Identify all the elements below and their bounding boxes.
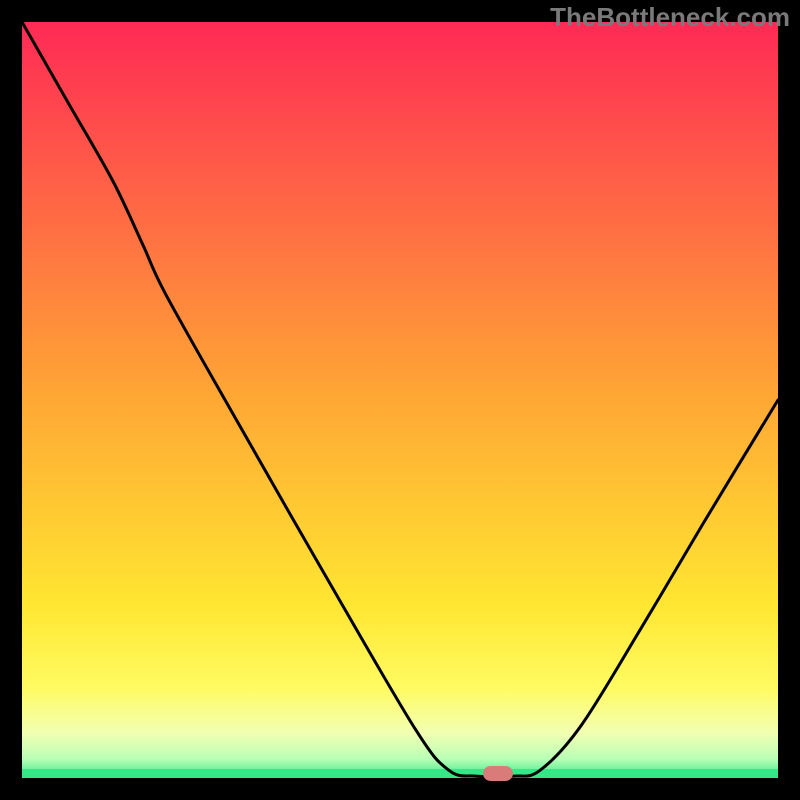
bottleneck-curve [22, 22, 778, 777]
chart-container: TheBottleneck.com [0, 0, 800, 800]
optimal-point-marker [483, 766, 513, 781]
watermark-text: TheBottleneck.com [550, 2, 790, 33]
plot-area [22, 22, 778, 778]
line-chart [22, 22, 778, 778]
